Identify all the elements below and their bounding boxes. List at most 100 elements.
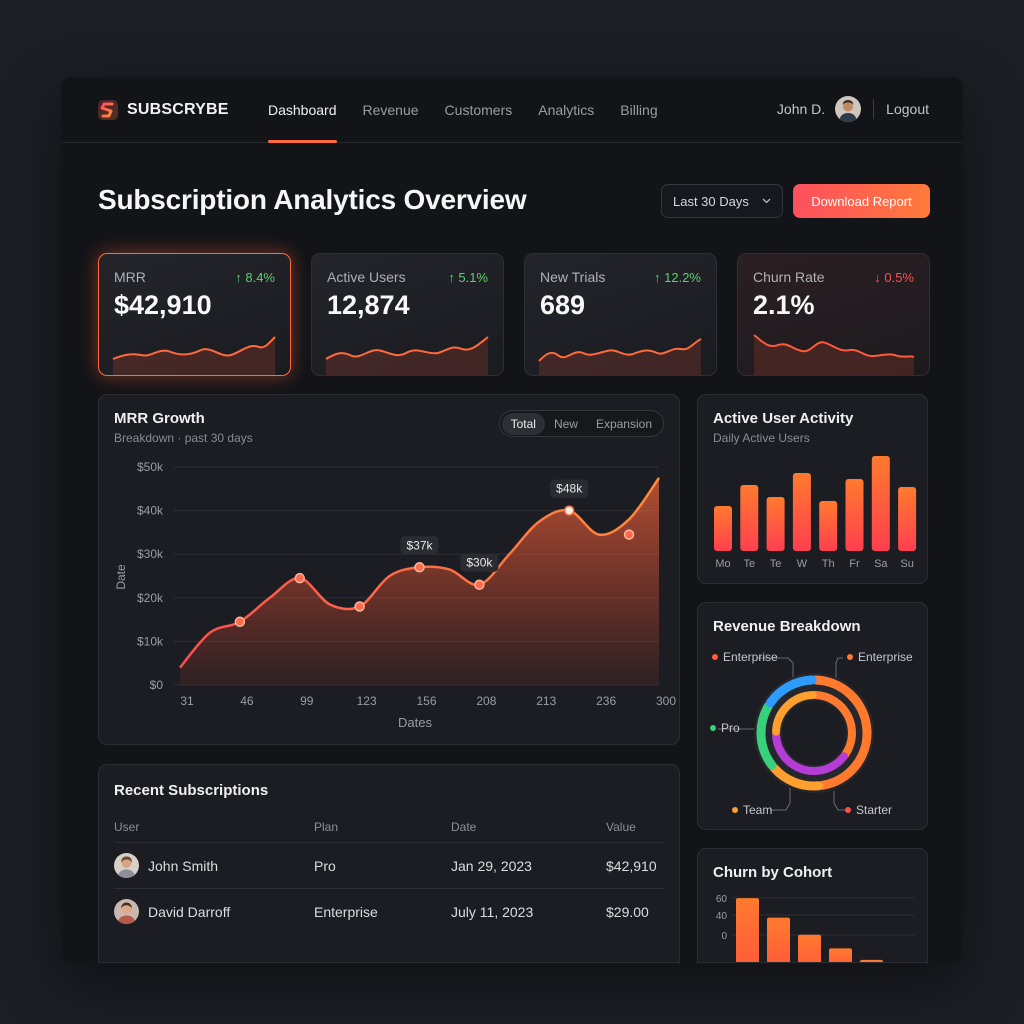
logo[interactable]: SUBSCRYBE — [97, 99, 229, 121]
kpi-card-churn-rate[interactable]: Churn Rate ↓ 0.5% 2.1% — [737, 253, 930, 376]
area-fill — [180, 477, 659, 685]
legend-item: Enterprise — [712, 650, 778, 664]
row-user: David Darroff — [148, 904, 231, 920]
logo-icon — [98, 100, 118, 120]
bar — [898, 487, 917, 551]
x-tick-label: 208 — [476, 694, 496, 708]
kpi-delta: ↑ 8.4% — [235, 270, 275, 285]
x-tick-label: W — [797, 558, 808, 570]
recent-subscriptions-panel: Recent Subscriptions User Plan Date Valu… — [98, 764, 680, 963]
date-range-value: Last 30 Days — [673, 193, 749, 209]
donut-slice — [772, 691, 817, 736]
download-report-button[interactable]: Download Report — [793, 184, 930, 218]
churn-by-cohort-panel: Churn by Cohort 60 40 0 — [697, 848, 928, 963]
y-tick-label: 0 — [721, 931, 727, 942]
x-tick-label: 123 — [357, 694, 377, 708]
bar — [829, 948, 852, 962]
panel-title: Recent Subscriptions — [114, 782, 269, 799]
kpi-value: 12,874 — [327, 290, 410, 320]
bar — [798, 934, 821, 962]
legend-label: Starter — [856, 803, 893, 817]
column-header-value[interactable]: Value — [606, 820, 636, 834]
y-tick-label: $30k — [137, 547, 164, 561]
table-row[interactable]: David Darroff Enterprise July 11, 2023 $… — [114, 888, 664, 934]
column-header-plan[interactable]: Plan — [314, 820, 339, 834]
x-tick-label: Su — [900, 558, 913, 570]
active-user-activity-panel: Active User Activity Daily Active Users … — [697, 394, 928, 584]
bar — [714, 506, 732, 551]
row-user: John Smith — [148, 858, 219, 874]
panel-title: Revenue Breakdown — [713, 618, 861, 635]
legend-label: Enterprise — [723, 650, 778, 664]
nav-divider — [873, 99, 875, 119]
annotation-label: $37k — [406, 538, 433, 552]
annotation-bg — [460, 553, 499, 572]
legend-label: Enterprise — [858, 650, 913, 664]
y-tick-label: $10k — [137, 634, 164, 648]
kpi-sparkline — [753, 334, 915, 375]
row-plan: Pro — [314, 858, 336, 874]
table-row[interactable]: John Smith Pro Jan 29, 2023 $42,910 — [114, 842, 664, 888]
column-header-user[interactable]: User — [114, 820, 140, 834]
x-tick-label: 213 — [536, 694, 556, 708]
bar — [845, 479, 864, 551]
legend-item: Enterprise — [847, 650, 913, 664]
y-tick-label: $20k — [137, 591, 164, 605]
donut-track — [754, 673, 874, 793]
data-point — [414, 562, 425, 573]
bar — [767, 917, 790, 962]
segment-expansion[interactable]: Expansion — [595, 416, 652, 431]
legend-dot — [845, 807, 851, 813]
x-tick-label: Te — [743, 558, 755, 570]
x-tick-label: 46 — [240, 694, 254, 708]
brand-name: SUBSCRYBE — [127, 101, 229, 118]
x-tick-label: Mo — [715, 558, 730, 570]
tab-revenue[interactable]: Revenue — [362, 102, 419, 118]
panel-title: Churn by Cohort — [713, 864, 833, 881]
donut-slice — [772, 730, 848, 775]
kpi-card-new-trials[interactable]: New Trials ↑ 12.2% 689 — [524, 253, 717, 376]
legend-dot — [847, 654, 853, 660]
legend-item: Team — [732, 803, 772, 817]
row-value: $42,910 — [606, 858, 657, 874]
revenue-breakdown-panel: Revenue Breakdown Enterprise Enterprise … — [697, 602, 928, 830]
donut-slice — [811, 691, 856, 759]
kpi-value: 689 — [540, 290, 586, 320]
revenue-donut-chart — [718, 657, 874, 811]
data-point — [354, 601, 365, 612]
kpi-sparkline — [325, 336, 489, 375]
kpi-delta: ↓ 0.5% — [874, 270, 914, 285]
x-tick-label: Te — [770, 558, 782, 570]
donut-slice — [769, 763, 824, 791]
data-point — [563, 505, 575, 516]
tab-customers[interactable]: Customers — [444, 102, 513, 118]
legend-item: Pro — [710, 721, 740, 735]
panel-title: MRR Growth — [114, 410, 205, 427]
panel-title: Active User Activity — [713, 410, 854, 427]
user-name[interactable]: John D. — [776, 101, 826, 117]
y-tick-label: $40k — [137, 504, 164, 518]
legend-item: Starter — [845, 803, 892, 817]
kpi-card-active-users[interactable]: Active Users ↑ 5.1% 12,874 — [311, 253, 504, 376]
segment-total[interactable]: Total — [501, 412, 545, 435]
x-tick-label: Th — [822, 558, 835, 570]
tab-billing[interactable]: Billing — [620, 102, 658, 118]
logout-link[interactable]: Logout — [886, 101, 929, 117]
annotation-label: $30k — [466, 556, 493, 570]
date-range-select[interactable]: Last 30 Days — [661, 184, 783, 218]
row-date: Jan 29, 2023 — [451, 858, 532, 874]
breakdown-toggle: Total New Expansion — [498, 410, 664, 437]
avatar — [114, 853, 139, 878]
tab-analytics[interactable]: Analytics — [538, 102, 595, 118]
x-tick-label: 300 — [656, 694, 676, 708]
avatar[interactable] — [835, 96, 862, 122]
segment-new[interactable]: New — [553, 416, 578, 431]
kpi-card-mrr[interactable]: MRR ↑ 8.4% $42,910 — [98, 253, 291, 376]
column-header-date[interactable]: Date — [451, 820, 477, 834]
data-point — [294, 572, 305, 584]
x-tick-label: 236 — [596, 694, 616, 708]
legend-label: Team — [743, 803, 773, 817]
data-point — [234, 616, 246, 628]
churn-bar-chart: 60 40 0 — [716, 894, 914, 962]
tab-dashboard[interactable]: Dashboard — [268, 77, 337, 143]
